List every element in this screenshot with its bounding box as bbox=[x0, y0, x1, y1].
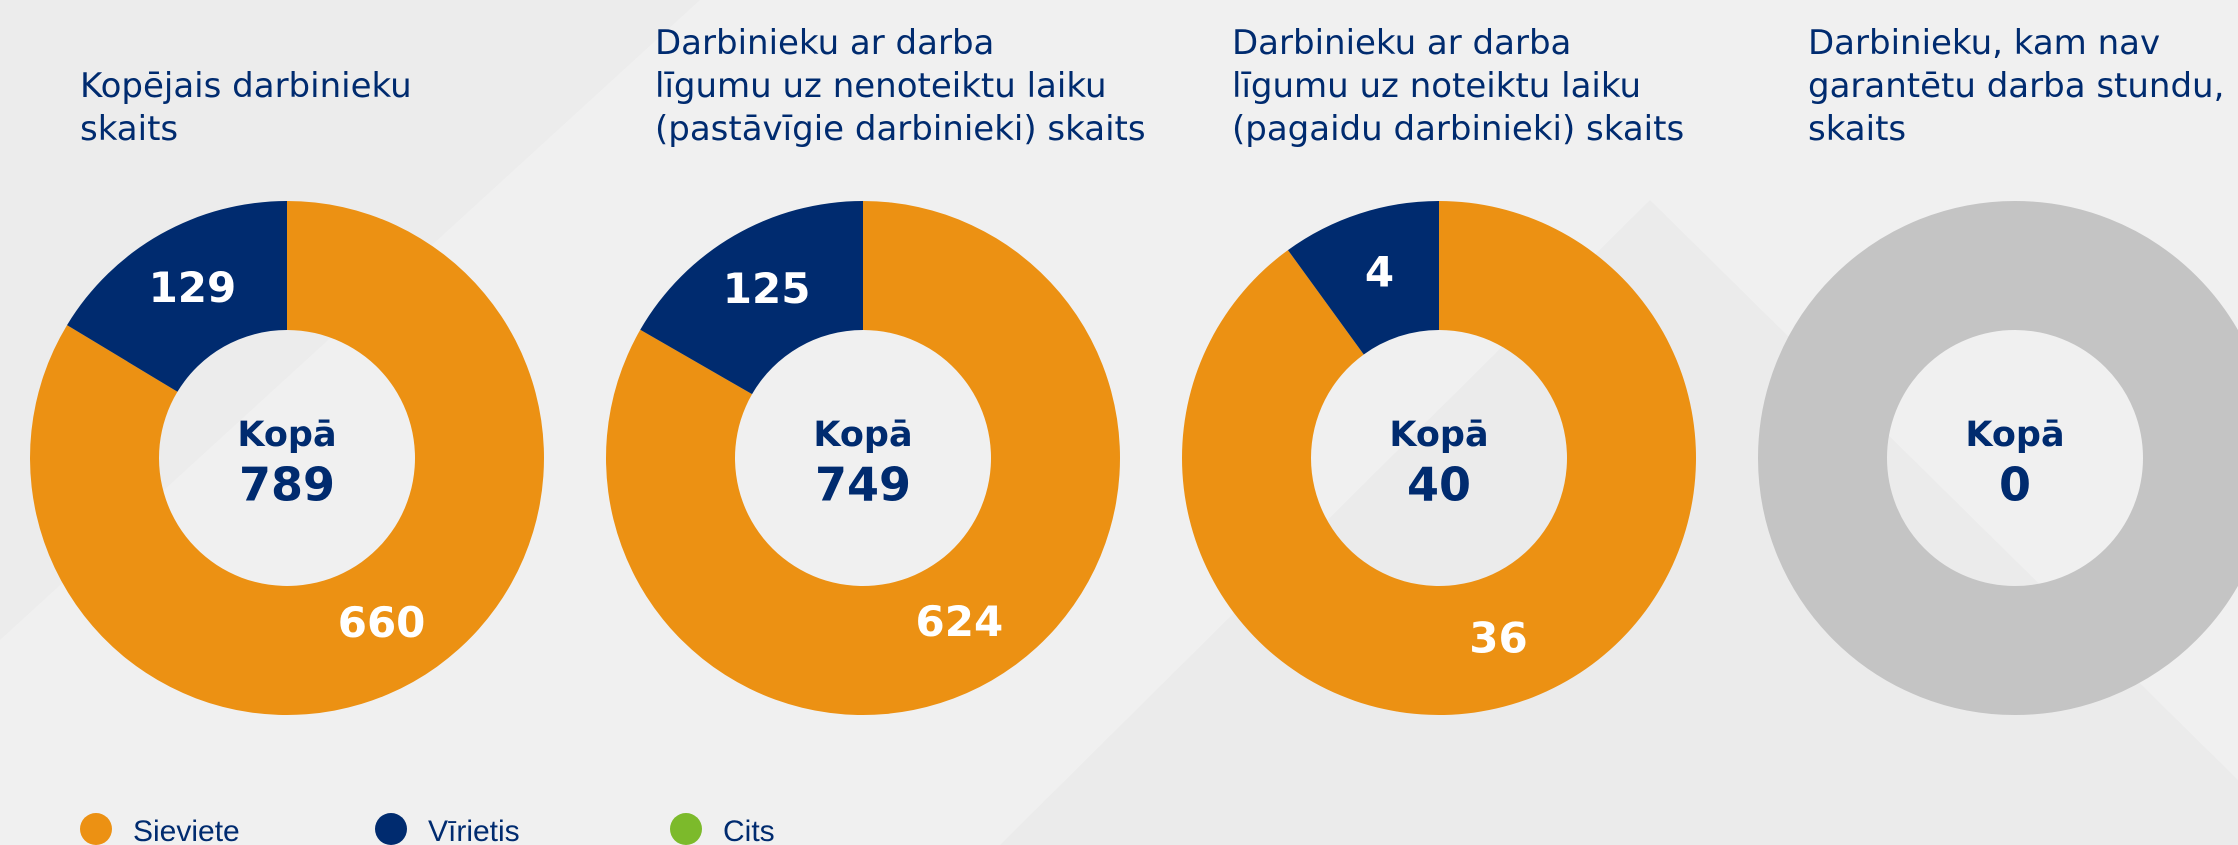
title-line: skaits bbox=[80, 109, 178, 149]
chart-title: Darbinieku ar darba līgumu uz noteiktu la… bbox=[1232, 23, 1684, 149]
title-line: Kopējais darbinieku bbox=[80, 66, 412, 106]
donut-segment bbox=[1287, 201, 1439, 355]
title-line: skaits bbox=[1808, 109, 1906, 149]
title-line: (pagaidu darbinieki) skaits bbox=[1232, 109, 1684, 149]
donut-segment bbox=[67, 201, 287, 392]
chart-title: Darbinieku ar darba līgumu uz nenoteiktu … bbox=[655, 23, 1146, 149]
title-line: Darbinieku, kam nav bbox=[1808, 23, 2160, 63]
legend-label: Sieviete bbox=[133, 815, 240, 845]
title-line: līgumu uz nenoteiktu laiku bbox=[655, 66, 1107, 106]
center-label: Kopā bbox=[813, 415, 912, 455]
donut-segment bbox=[1182, 201, 1697, 715]
segment-label: 660 bbox=[338, 598, 426, 647]
center-label: Kopā bbox=[237, 415, 336, 455]
segment-label: 4 bbox=[1365, 247, 1394, 296]
donut-segment bbox=[606, 201, 1120, 715]
center-total: 0 bbox=[1999, 458, 2031, 512]
center-total: 789 bbox=[239, 458, 335, 512]
segment-label: 129 bbox=[149, 263, 237, 312]
donut-segment bbox=[30, 201, 544, 715]
legend-swatch bbox=[375, 813, 407, 845]
empty-ring bbox=[1758, 201, 2238, 715]
title-line: līgumu uz noteiktu laiku bbox=[1232, 66, 1641, 106]
chart-title: Kopējais darbinieku skaits bbox=[80, 66, 412, 149]
center-total: 40 bbox=[1407, 458, 1471, 512]
legend-swatch bbox=[80, 813, 112, 845]
title-line: garantētu darba stundu, bbox=[1808, 66, 2224, 106]
title-line: Darbinieku ar darba bbox=[655, 23, 994, 63]
title-line: Darbinieku ar darba bbox=[1232, 23, 1571, 63]
center-label: Kopā bbox=[1965, 415, 2064, 455]
center-label: Kopā bbox=[1389, 415, 1488, 455]
segment-label: 125 bbox=[723, 264, 811, 313]
chart-title: Darbinieku, kam nav garantētu darba stund… bbox=[1808, 23, 2224, 149]
segment-label: 36 bbox=[1469, 614, 1527, 663]
center-total: 749 bbox=[815, 458, 911, 512]
legend-swatch bbox=[670, 813, 702, 845]
legend-label: Cits bbox=[723, 815, 775, 845]
title-line: (pastāvīgie darbinieki) skaits bbox=[655, 109, 1146, 149]
segment-label: 624 bbox=[916, 597, 1004, 646]
donut-segment bbox=[640, 201, 863, 395]
legend-label: Vīrietis bbox=[428, 815, 520, 845]
